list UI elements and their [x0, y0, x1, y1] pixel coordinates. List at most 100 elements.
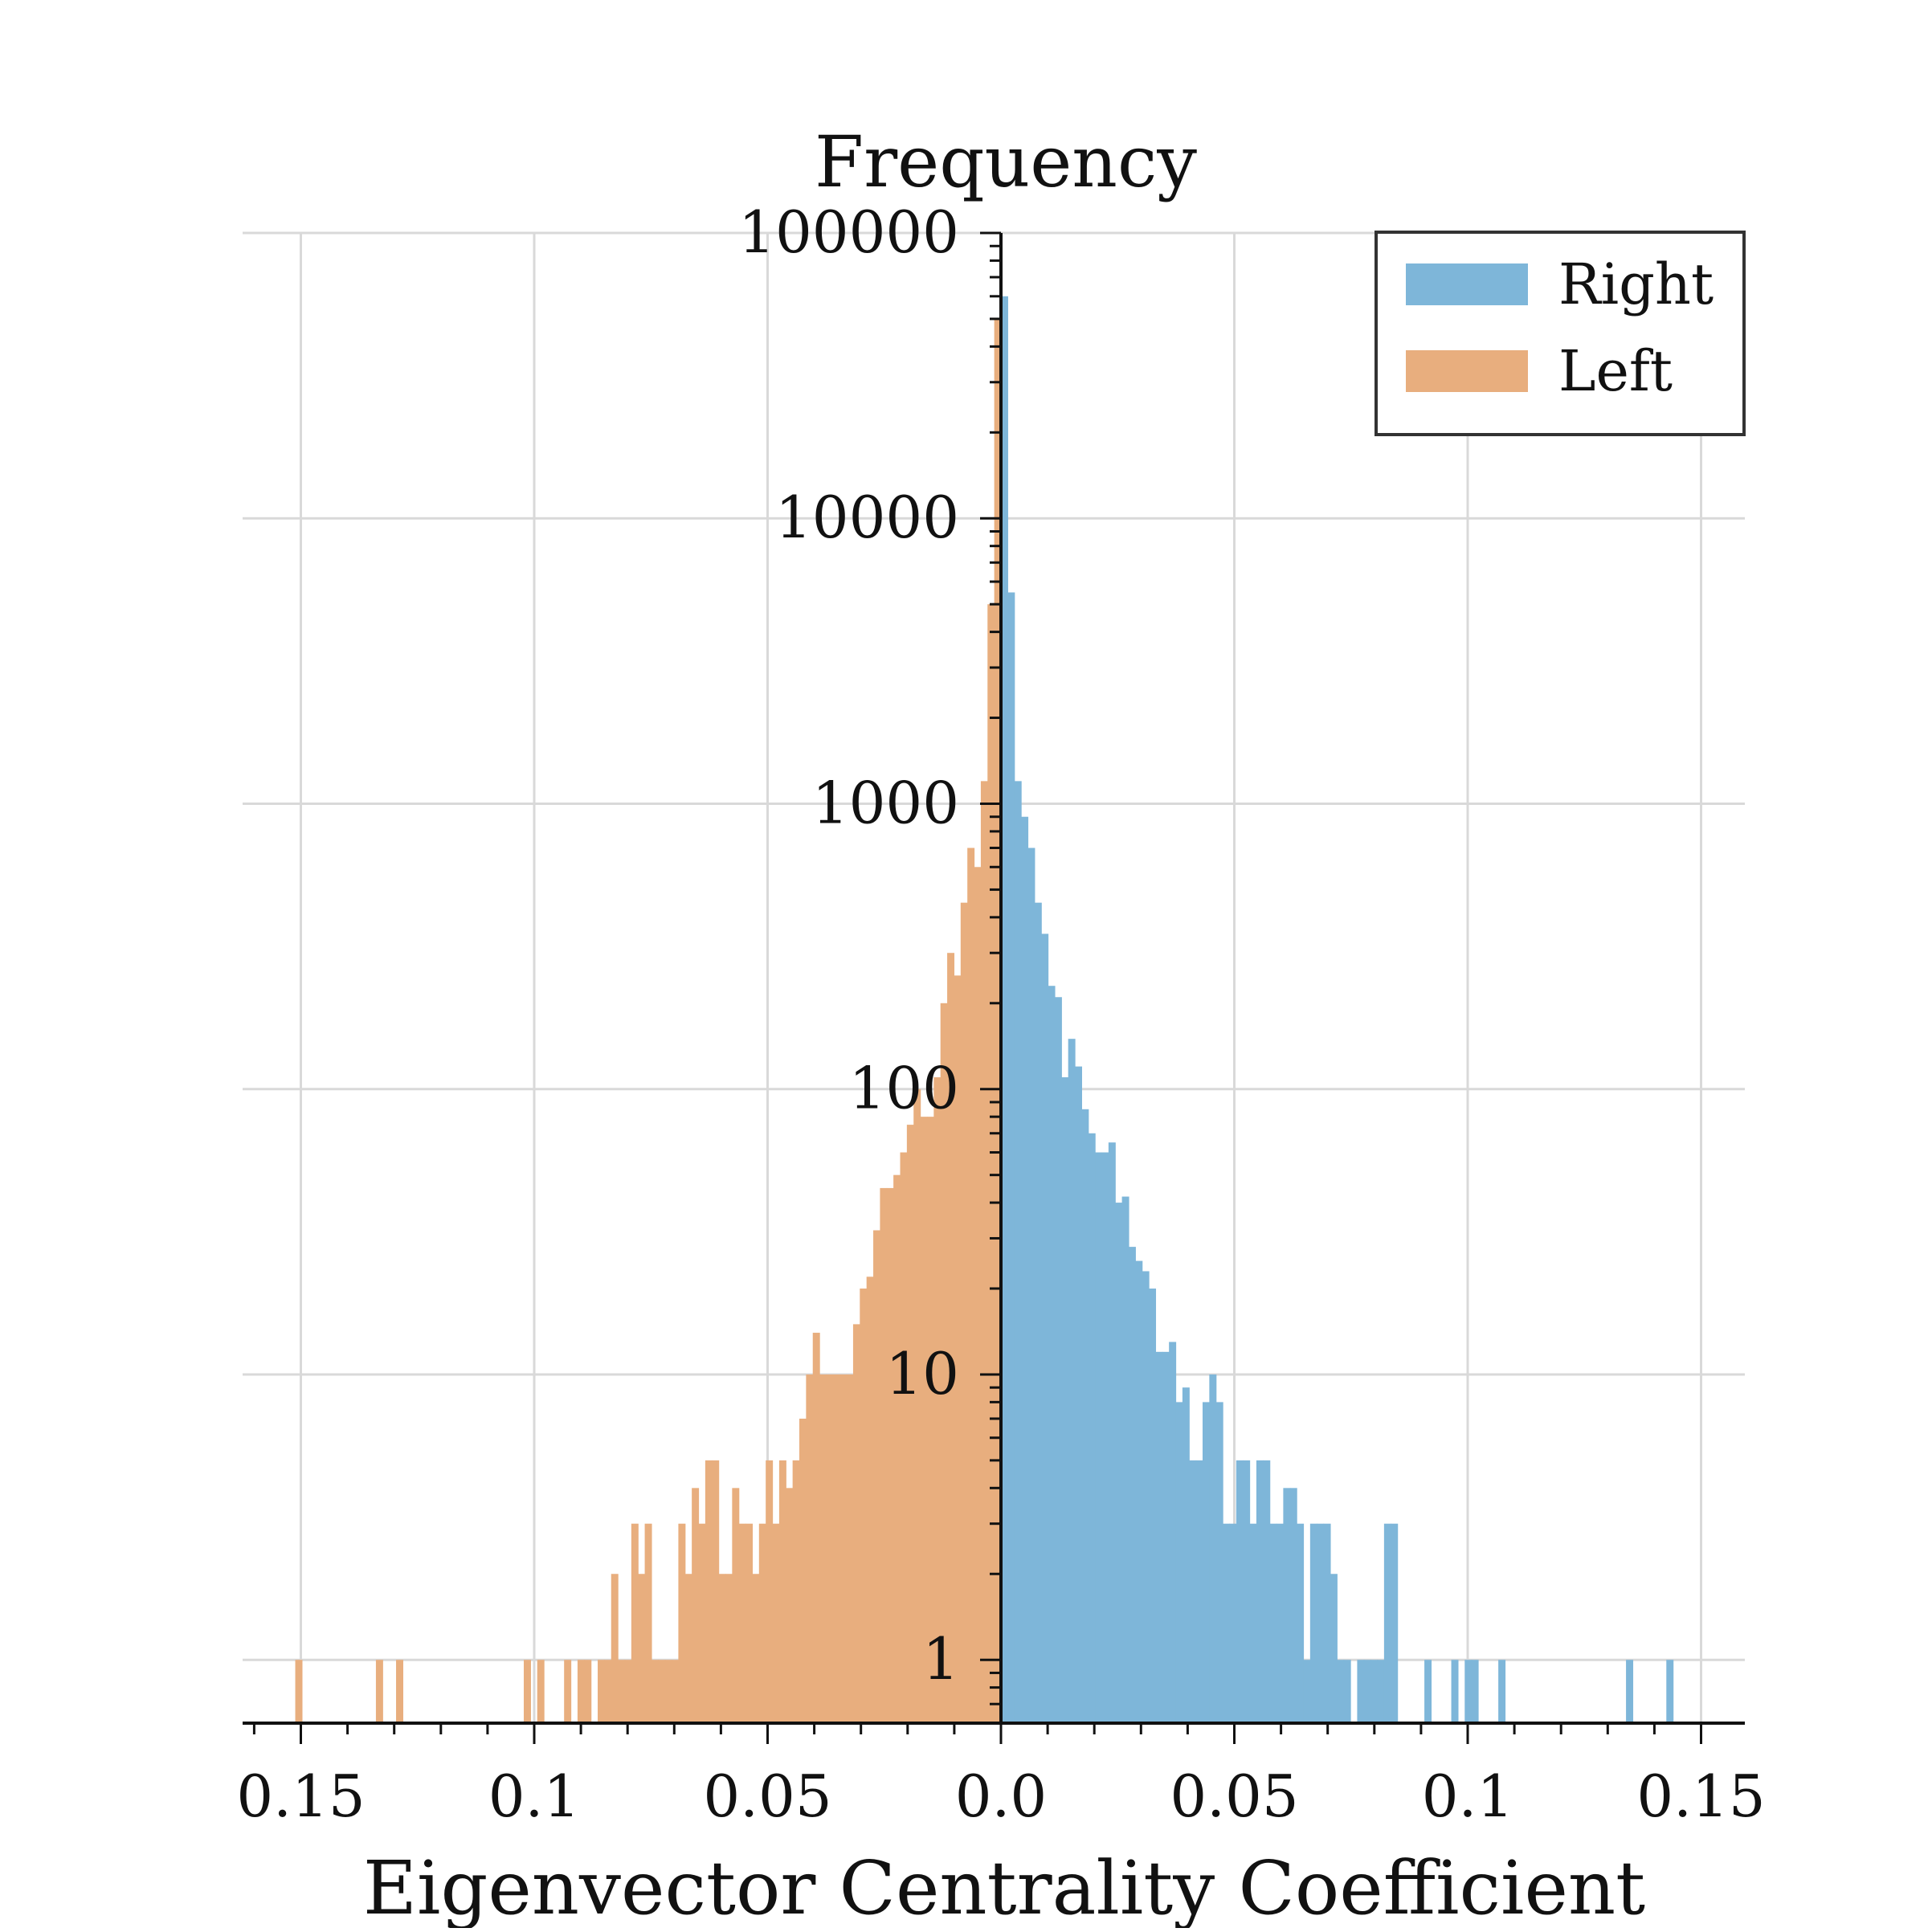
- bar-left: [745, 1523, 754, 1723]
- bar-left: [893, 1174, 901, 1723]
- bar-left: [644, 1523, 652, 1723]
- bar-left: [738, 1523, 746, 1723]
- y-tick-label: 10000: [775, 484, 959, 551]
- bar-left: [564, 1660, 572, 1723]
- bar-left: [684, 1574, 692, 1723]
- bar-right: [1149, 1289, 1157, 1723]
- bar-left: [604, 1660, 612, 1723]
- bar-left: [705, 1460, 713, 1723]
- bar-right: [1464, 1660, 1473, 1723]
- bar-right: [1202, 1402, 1210, 1723]
- bar-left: [967, 848, 975, 1723]
- bar-left: [873, 1230, 881, 1723]
- bar-left: [900, 1152, 908, 1723]
- x-tick-label: 0.1: [1422, 1762, 1514, 1830]
- bar-left: [786, 1488, 794, 1723]
- bar-right: [1088, 1133, 1096, 1723]
- bar-left: [987, 604, 995, 1723]
- bar-right: [1424, 1660, 1432, 1723]
- bar-right: [1269, 1523, 1277, 1723]
- bar-right: [1263, 1460, 1271, 1723]
- bar-right: [1189, 1460, 1197, 1723]
- bar-right: [1383, 1523, 1391, 1723]
- bar-right: [1626, 1660, 1634, 1723]
- bar-right: [1363, 1660, 1371, 1723]
- bar-left: [523, 1660, 531, 1723]
- bar-right: [1034, 902, 1042, 1723]
- bar-left: [618, 1660, 626, 1723]
- bar-left: [826, 1374, 834, 1723]
- bar-left: [819, 1374, 827, 1723]
- bar-right: [1223, 1523, 1231, 1723]
- bar-left: [846, 1374, 854, 1723]
- bar-right: [1081, 1109, 1089, 1723]
- bar-right: [1135, 1260, 1143, 1723]
- bar-left: [852, 1324, 860, 1723]
- bar-left: [866, 1276, 874, 1723]
- bar-right: [1377, 1660, 1385, 1723]
- bar-left: [664, 1660, 672, 1723]
- bar-right: [1061, 1077, 1069, 1723]
- legend: Right Left: [1375, 231, 1746, 436]
- x-tick-label: 0.15: [236, 1762, 365, 1830]
- bar-right: [1471, 1660, 1479, 1723]
- bar-right: [1289, 1488, 1297, 1723]
- bar-left: [584, 1660, 592, 1723]
- bar-right: [1048, 986, 1056, 1723]
- bar-right: [1343, 1660, 1351, 1723]
- bar-left: [832, 1374, 840, 1723]
- bar-left: [974, 867, 982, 1723]
- bar-left: [886, 1187, 894, 1723]
- bar-right: [1297, 1523, 1305, 1723]
- bar-right: [1128, 1247, 1136, 1723]
- bar-left: [960, 902, 968, 1723]
- y-tick-label: 100: [849, 1055, 959, 1122]
- bar-right: [1101, 1152, 1109, 1723]
- bar-left: [792, 1460, 800, 1723]
- bar-right: [1391, 1523, 1399, 1723]
- bar-right: [1451, 1660, 1459, 1723]
- bar-left: [806, 1374, 814, 1723]
- left-series-bars: [295, 318, 1002, 1723]
- bar-left: [799, 1418, 807, 1723]
- bar-right: [1249, 1523, 1257, 1723]
- bar-right: [1108, 1142, 1116, 1723]
- bar-left: [678, 1523, 686, 1723]
- bar-right: [1323, 1523, 1331, 1723]
- bar-left: [658, 1660, 666, 1723]
- bar-left: [994, 318, 1002, 1723]
- bar-left: [631, 1523, 639, 1723]
- bar-left: [598, 1660, 605, 1723]
- legend-swatch-right: [1406, 263, 1528, 305]
- bar-right: [1115, 1203, 1123, 1723]
- bar-right: [1075, 1066, 1082, 1723]
- bar-right: [1001, 296, 1008, 1724]
- bar-right: [1215, 1402, 1223, 1723]
- bar-left: [651, 1660, 659, 1723]
- bar-right: [1195, 1460, 1203, 1723]
- bar-right: [1142, 1271, 1150, 1723]
- bar-left: [839, 1374, 848, 1723]
- bar-right: [1236, 1460, 1244, 1723]
- bar-right: [1021, 816, 1029, 1723]
- bar-left: [577, 1660, 585, 1723]
- bar-left: [375, 1660, 383, 1723]
- bar-right: [1014, 781, 1022, 1723]
- bar-left: [718, 1574, 726, 1723]
- bar-left: [624, 1660, 632, 1723]
- bar-left: [638, 1574, 646, 1723]
- legend-label-left: Left: [1558, 338, 1673, 404]
- bar-right: [1303, 1660, 1311, 1723]
- bar-left: [812, 1333, 820, 1723]
- bar-left: [860, 1289, 868, 1723]
- y-tick-label: 1000: [812, 769, 959, 836]
- y-tick-label: 10: [885, 1340, 959, 1407]
- bar-left: [712, 1460, 720, 1723]
- bar-left: [906, 1125, 914, 1723]
- bar-right: [1027, 848, 1035, 1723]
- bar-left: [947, 953, 955, 1723]
- bar-right: [1229, 1523, 1237, 1723]
- bar-left: [295, 1660, 303, 1723]
